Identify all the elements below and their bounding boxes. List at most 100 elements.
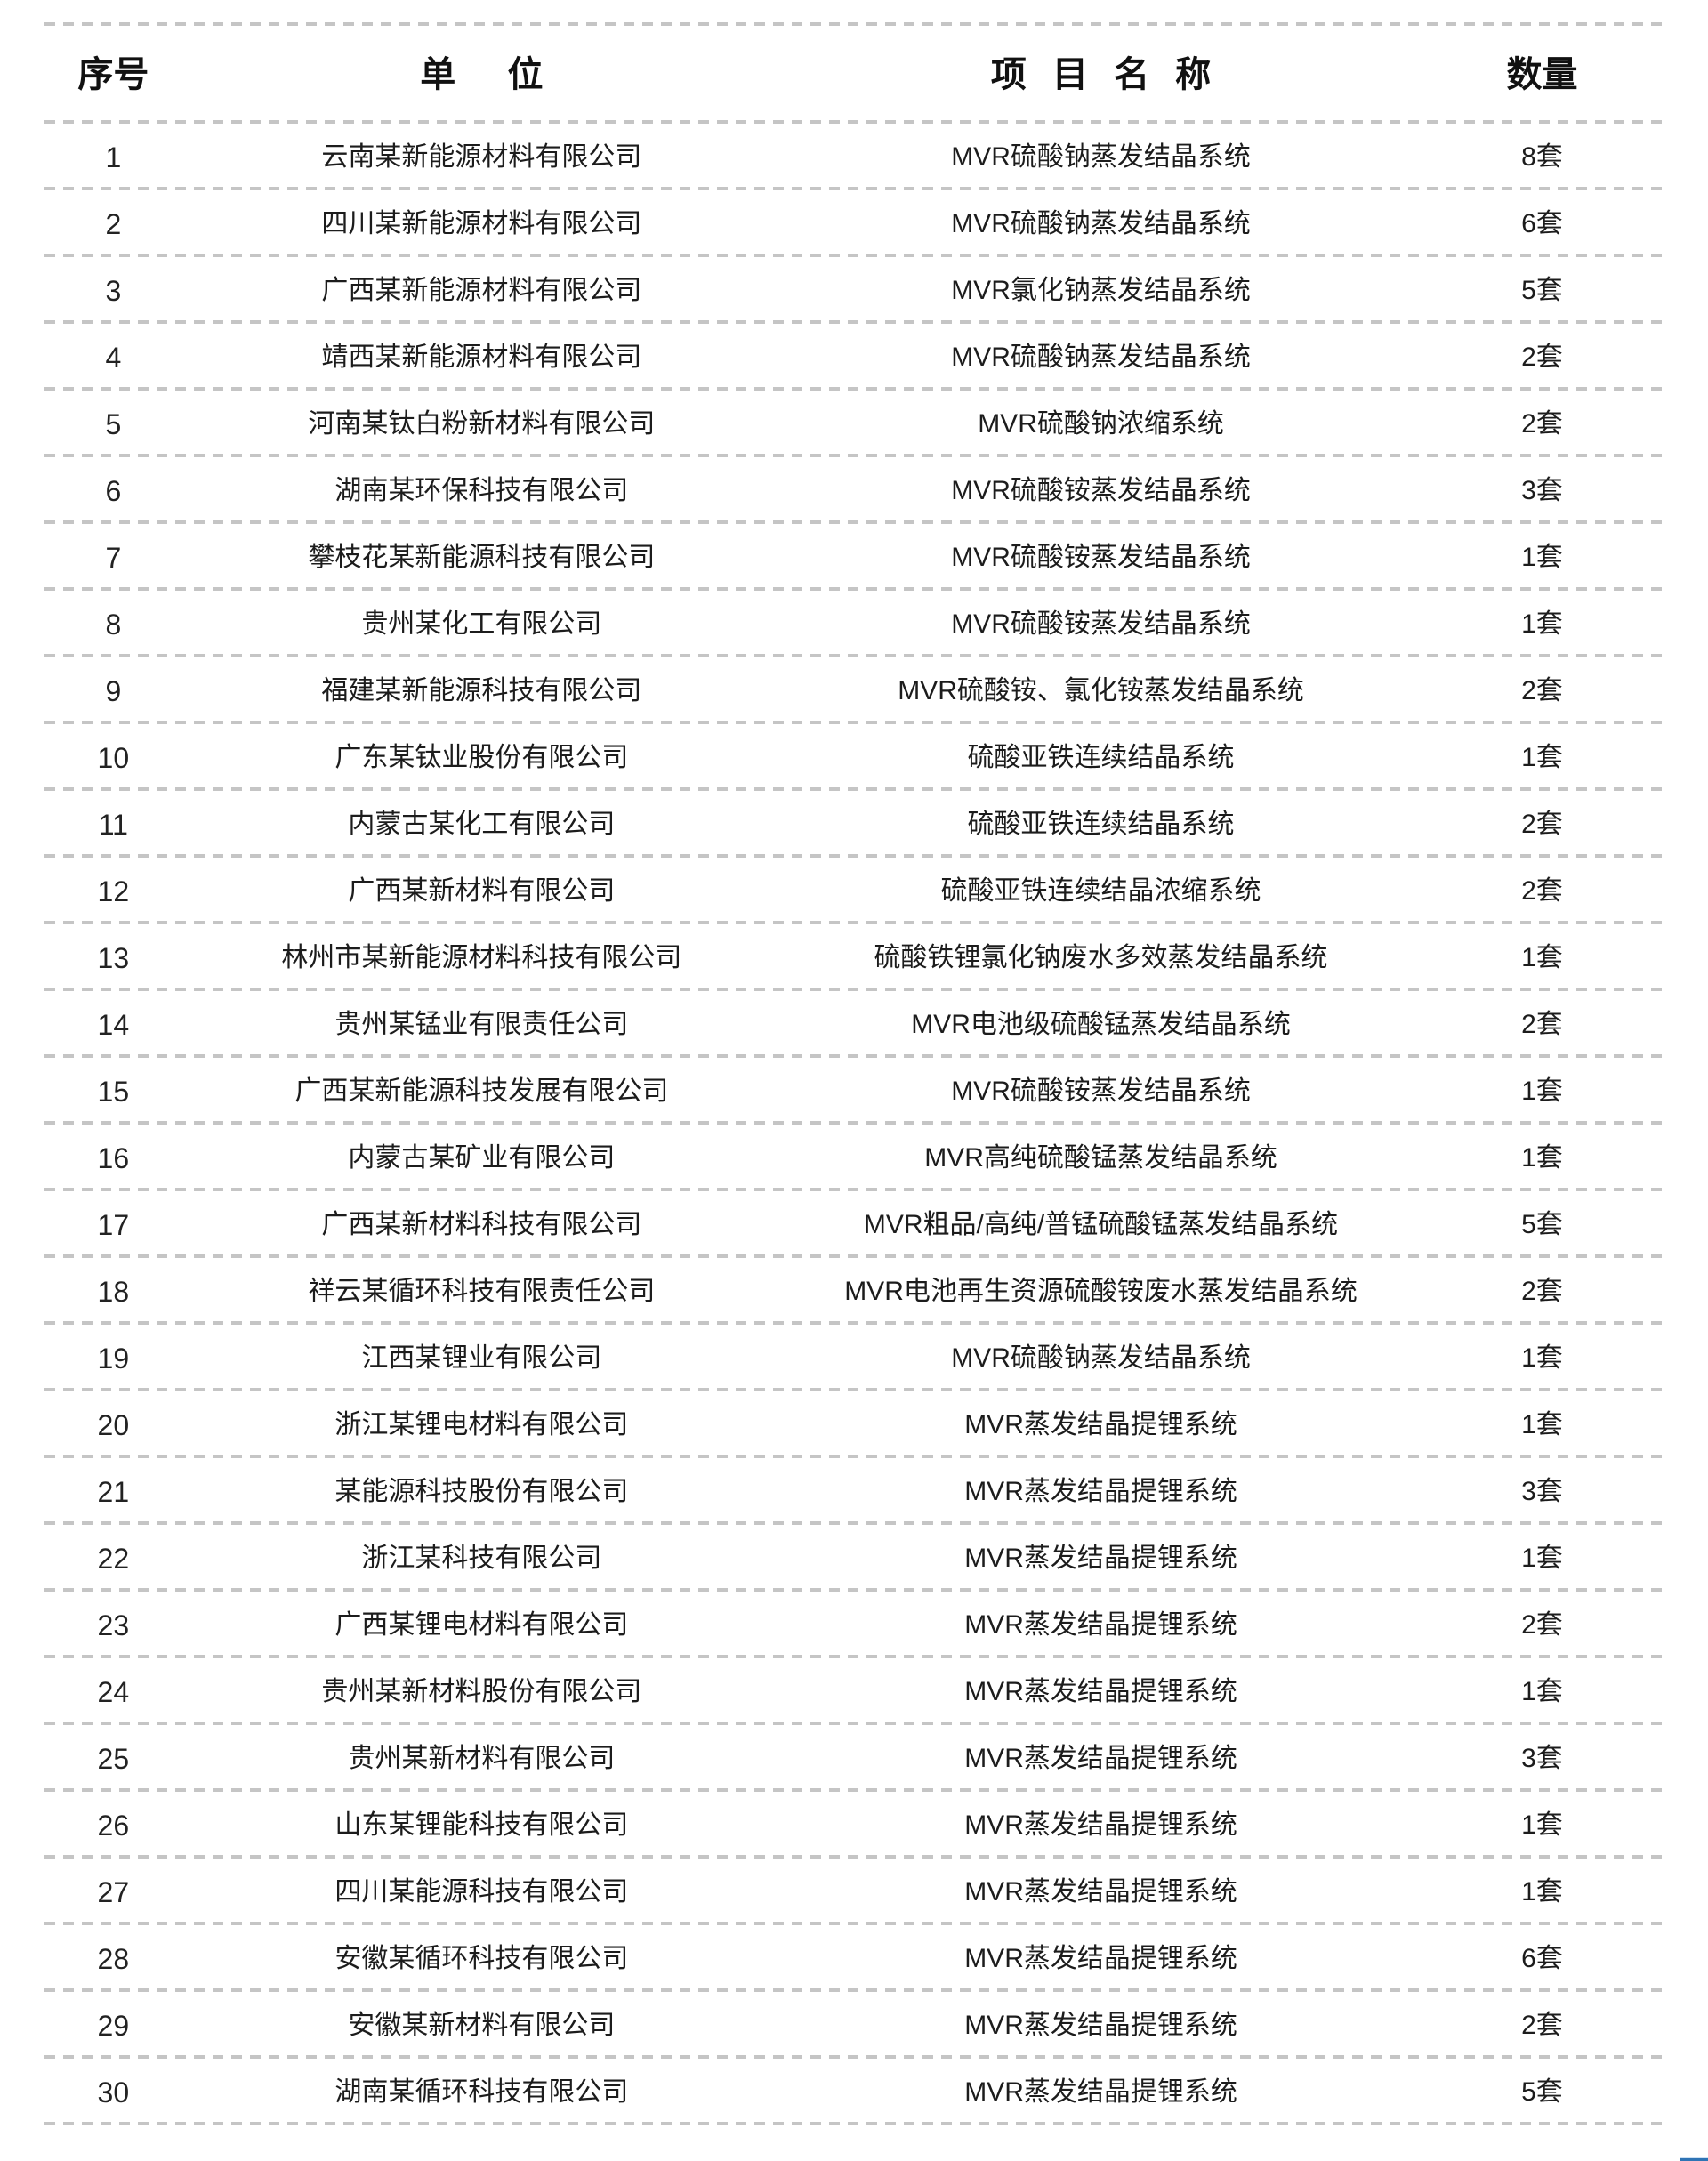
cell-no: 22 bbox=[97, 1542, 130, 1575]
cell-project: MVR电池再生资源硫酸铵废水蒸发结晶系统 bbox=[844, 1276, 1358, 1306]
cell-qty: 2套 bbox=[1521, 1609, 1563, 1640]
cell-project: 硫酸亚铁连续结晶系统 bbox=[967, 742, 1235, 772]
cell-no: 19 bbox=[97, 1342, 130, 1375]
cell-company: 河南某钛白粉新材料有限公司 bbox=[308, 408, 656, 439]
cell-qty: 1套 bbox=[1521, 1810, 1563, 1840]
cell-company: 广东某钛业股份有限公司 bbox=[334, 742, 629, 772]
cell-no: 23 bbox=[97, 1609, 130, 1641]
cell-company: 广西某新材料科技有限公司 bbox=[321, 1209, 642, 1239]
cell-company: 贵州某锰业有限责任公司 bbox=[334, 1009, 629, 1039]
cell-company: 内蒙古某化工有限公司 bbox=[348, 809, 616, 839]
cell-qty: 2套 bbox=[1521, 875, 1563, 906]
table-row: 21 某能源科技股份有限公司 MVR蒸发结晶提锂系统 3套 bbox=[44, 1458, 1664, 1525]
table-row: 14 贵州某锰业有限责任公司 MVR电池级硫酸锰蒸发结晶系统 2套 bbox=[44, 991, 1664, 1058]
cell-company: 浙江某科技有限公司 bbox=[361, 1543, 602, 1573]
cell-no: 10 bbox=[97, 741, 130, 774]
header-cell-qty: 数量 bbox=[1506, 55, 1578, 94]
table-row: 16 内蒙古某矿业有限公司 MVR高纯硫酸锰蒸发结晶系统 1套 bbox=[44, 1125, 1664, 1191]
cell-project: 硫酸铁锂氯化钠废水多效蒸发结晶系统 bbox=[874, 942, 1328, 972]
cell-project: MVR蒸发结晶提锂系统 bbox=[964, 1876, 1237, 1907]
table-row: 22 浙江某科技有限公司 MVR蒸发结晶提锂系统 1套 bbox=[44, 1525, 1664, 1592]
cell-no: 14 bbox=[97, 1008, 130, 1041]
cell-no: 27 bbox=[97, 1875, 130, 1908]
cell-no: 21 bbox=[97, 1475, 130, 1508]
table-row: 30 湖南某循环科技有限公司 MVR蒸发结晶提锂系统 5套 bbox=[44, 2059, 1664, 2125]
cell-qty: 1套 bbox=[1521, 1876, 1563, 1907]
table-row: 19 江西某锂业有限公司 MVR硫酸钠蒸发结晶系统 1套 bbox=[44, 1325, 1664, 1391]
cell-qty: 1套 bbox=[1521, 609, 1563, 639]
cell-qty: 2套 bbox=[1521, 342, 1563, 372]
table-row: 5 河南某钛白粉新材料有限公司 MVR硫酸钠浓缩系统 2套 bbox=[44, 391, 1664, 457]
cell-project: MVR硫酸钠蒸发结晶系统 bbox=[951, 342, 1251, 372]
cell-project: MVR硫酸钠蒸发结晶系统 bbox=[951, 141, 1251, 172]
cell-qty: 2套 bbox=[1521, 1009, 1563, 1039]
cell-project: MVR电池级硫酸锰蒸发结晶系统 bbox=[911, 1009, 1291, 1039]
cell-project: MVR蒸发结晶提锂系统 bbox=[964, 2076, 1237, 2107]
cell-company: 安徽某新材料有限公司 bbox=[348, 2010, 616, 2040]
cell-project: MVR粗品/高纯/普锰硫酸锰蒸发结晶系统 bbox=[863, 1209, 1339, 1239]
cell-qty: 1套 bbox=[1521, 742, 1563, 772]
cell-qty: 3套 bbox=[1521, 1743, 1563, 1773]
cell-qty: 5套 bbox=[1521, 275, 1563, 305]
cell-project: MVR蒸发结晶提锂系统 bbox=[964, 1543, 1237, 1573]
table-row: 18 祥云某循环科技有限责任公司 MVR电池再生资源硫酸铵废水蒸发结晶系统 2套 bbox=[44, 1258, 1664, 1325]
cell-no: 18 bbox=[97, 1275, 130, 1308]
cell-project: MVR硫酸钠浓缩系统 bbox=[978, 408, 1224, 439]
cell-qty: 3套 bbox=[1521, 1476, 1563, 1506]
cell-project: MVR蒸发结晶提锂系统 bbox=[964, 1409, 1237, 1439]
cell-project: 硫酸亚铁连续结晶系统 bbox=[967, 809, 1235, 839]
cell-company: 祥云某循环科技有限责任公司 bbox=[308, 1276, 656, 1306]
table-row: 27 四川某能源科技有限公司 MVR蒸发结晶提锂系统 1套 bbox=[44, 1859, 1664, 1925]
cell-project: MVR蒸发结晶提锂系统 bbox=[964, 1676, 1237, 1706]
cell-no: 28 bbox=[97, 1942, 130, 1975]
cell-no: 30 bbox=[97, 2076, 130, 2109]
table-row: 20 浙江某锂电材料有限公司 MVR蒸发结晶提锂系统 1套 bbox=[44, 1391, 1664, 1458]
table-row: 24 贵州某新材料股份有限公司 MVR蒸发结晶提锂系统 1套 bbox=[44, 1658, 1664, 1725]
cell-company: 广西某锂电材料有限公司 bbox=[334, 1609, 629, 1640]
cell-qty: 2套 bbox=[1521, 809, 1563, 839]
table-row: 29 安徽某新材料有限公司 MVR蒸发结晶提锂系统 2套 bbox=[44, 1992, 1664, 2059]
cell-project: MVR蒸发结晶提锂系统 bbox=[964, 1476, 1237, 1506]
cell-company: 四川某能源科技有限公司 bbox=[334, 1876, 629, 1907]
cell-no: 3 bbox=[105, 274, 122, 307]
cell-qty: 6套 bbox=[1521, 208, 1563, 238]
cell-no: 5 bbox=[105, 407, 122, 440]
cell-no: 20 bbox=[97, 1408, 130, 1441]
table-top-separator bbox=[44, 22, 1664, 26]
table-row: 17 广西某新材料科技有限公司 MVR粗品/高纯/普锰硫酸锰蒸发结晶系统 5套 bbox=[44, 1191, 1664, 1258]
cell-no: 17 bbox=[97, 1208, 130, 1241]
cell-qty: 5套 bbox=[1521, 2076, 1563, 2107]
cell-company: 广西某新材料有限公司 bbox=[348, 875, 616, 906]
cell-company: 山东某锂能科技有限公司 bbox=[334, 1810, 629, 1840]
cell-qty: 5套 bbox=[1521, 1209, 1563, 1239]
cell-qty: 1套 bbox=[1521, 542, 1563, 572]
cell-qty: 1套 bbox=[1521, 1676, 1563, 1706]
cell-project: MVR高纯硫酸锰蒸发结晶系统 bbox=[924, 1142, 1277, 1173]
cell-project: MVR蒸发结晶提锂系统 bbox=[964, 1943, 1237, 1973]
cell-project: MVR硫酸铵、氯化铵蒸发结晶系统 bbox=[898, 675, 1304, 706]
cell-no: 16 bbox=[97, 1141, 130, 1174]
table-row: 11 内蒙古某化工有限公司 硫酸亚铁连续结晶系统 2套 bbox=[44, 791, 1664, 858]
cell-qty: 1套 bbox=[1521, 1409, 1563, 1439]
cell-project: MVR蒸发结晶提锂系统 bbox=[964, 1743, 1237, 1773]
cell-no: 12 bbox=[97, 875, 130, 907]
cell-company: 攀枝花某新能源科技有限公司 bbox=[308, 542, 656, 572]
cell-company: 湖南某环保科技有限公司 bbox=[334, 475, 629, 505]
cell-company: 云南某新能源材料有限公司 bbox=[321, 141, 642, 172]
table-row: 25 贵州某新材料有限公司 MVR蒸发结晶提锂系统 3套 bbox=[44, 1725, 1664, 1792]
cell-company: 浙江某锂电材料有限公司 bbox=[334, 1409, 629, 1439]
cell-company: 贵州某化工有限公司 bbox=[361, 609, 602, 639]
cell-qty: 1套 bbox=[1521, 1142, 1563, 1173]
table-body: 1 云南某新能源材料有限公司 MVR硫酸钠蒸发结晶系统 8套 2 四川某新能源材… bbox=[44, 124, 1664, 2125]
table-row: 26 山东某锂能科技有限公司 MVR蒸发结晶提锂系统 1套 bbox=[44, 1792, 1664, 1859]
cell-project: MVR硫酸铵蒸发结晶系统 bbox=[951, 475, 1251, 505]
cell-company: 靖西某新能源材料有限公司 bbox=[321, 342, 642, 372]
cell-no: 29 bbox=[97, 2009, 130, 2042]
cell-qty: 8套 bbox=[1521, 141, 1563, 172]
table-row: 7 攀枝花某新能源科技有限公司 MVR硫酸铵蒸发结晶系统 1套 bbox=[44, 524, 1664, 591]
cell-company: 江西某锂业有限公司 bbox=[361, 1343, 602, 1373]
cell-company: 林州市某新能源材料科技有限公司 bbox=[281, 942, 682, 972]
cell-project: MVR硫酸钠蒸发结晶系统 bbox=[951, 208, 1251, 238]
cell-no: 15 bbox=[97, 1075, 130, 1108]
